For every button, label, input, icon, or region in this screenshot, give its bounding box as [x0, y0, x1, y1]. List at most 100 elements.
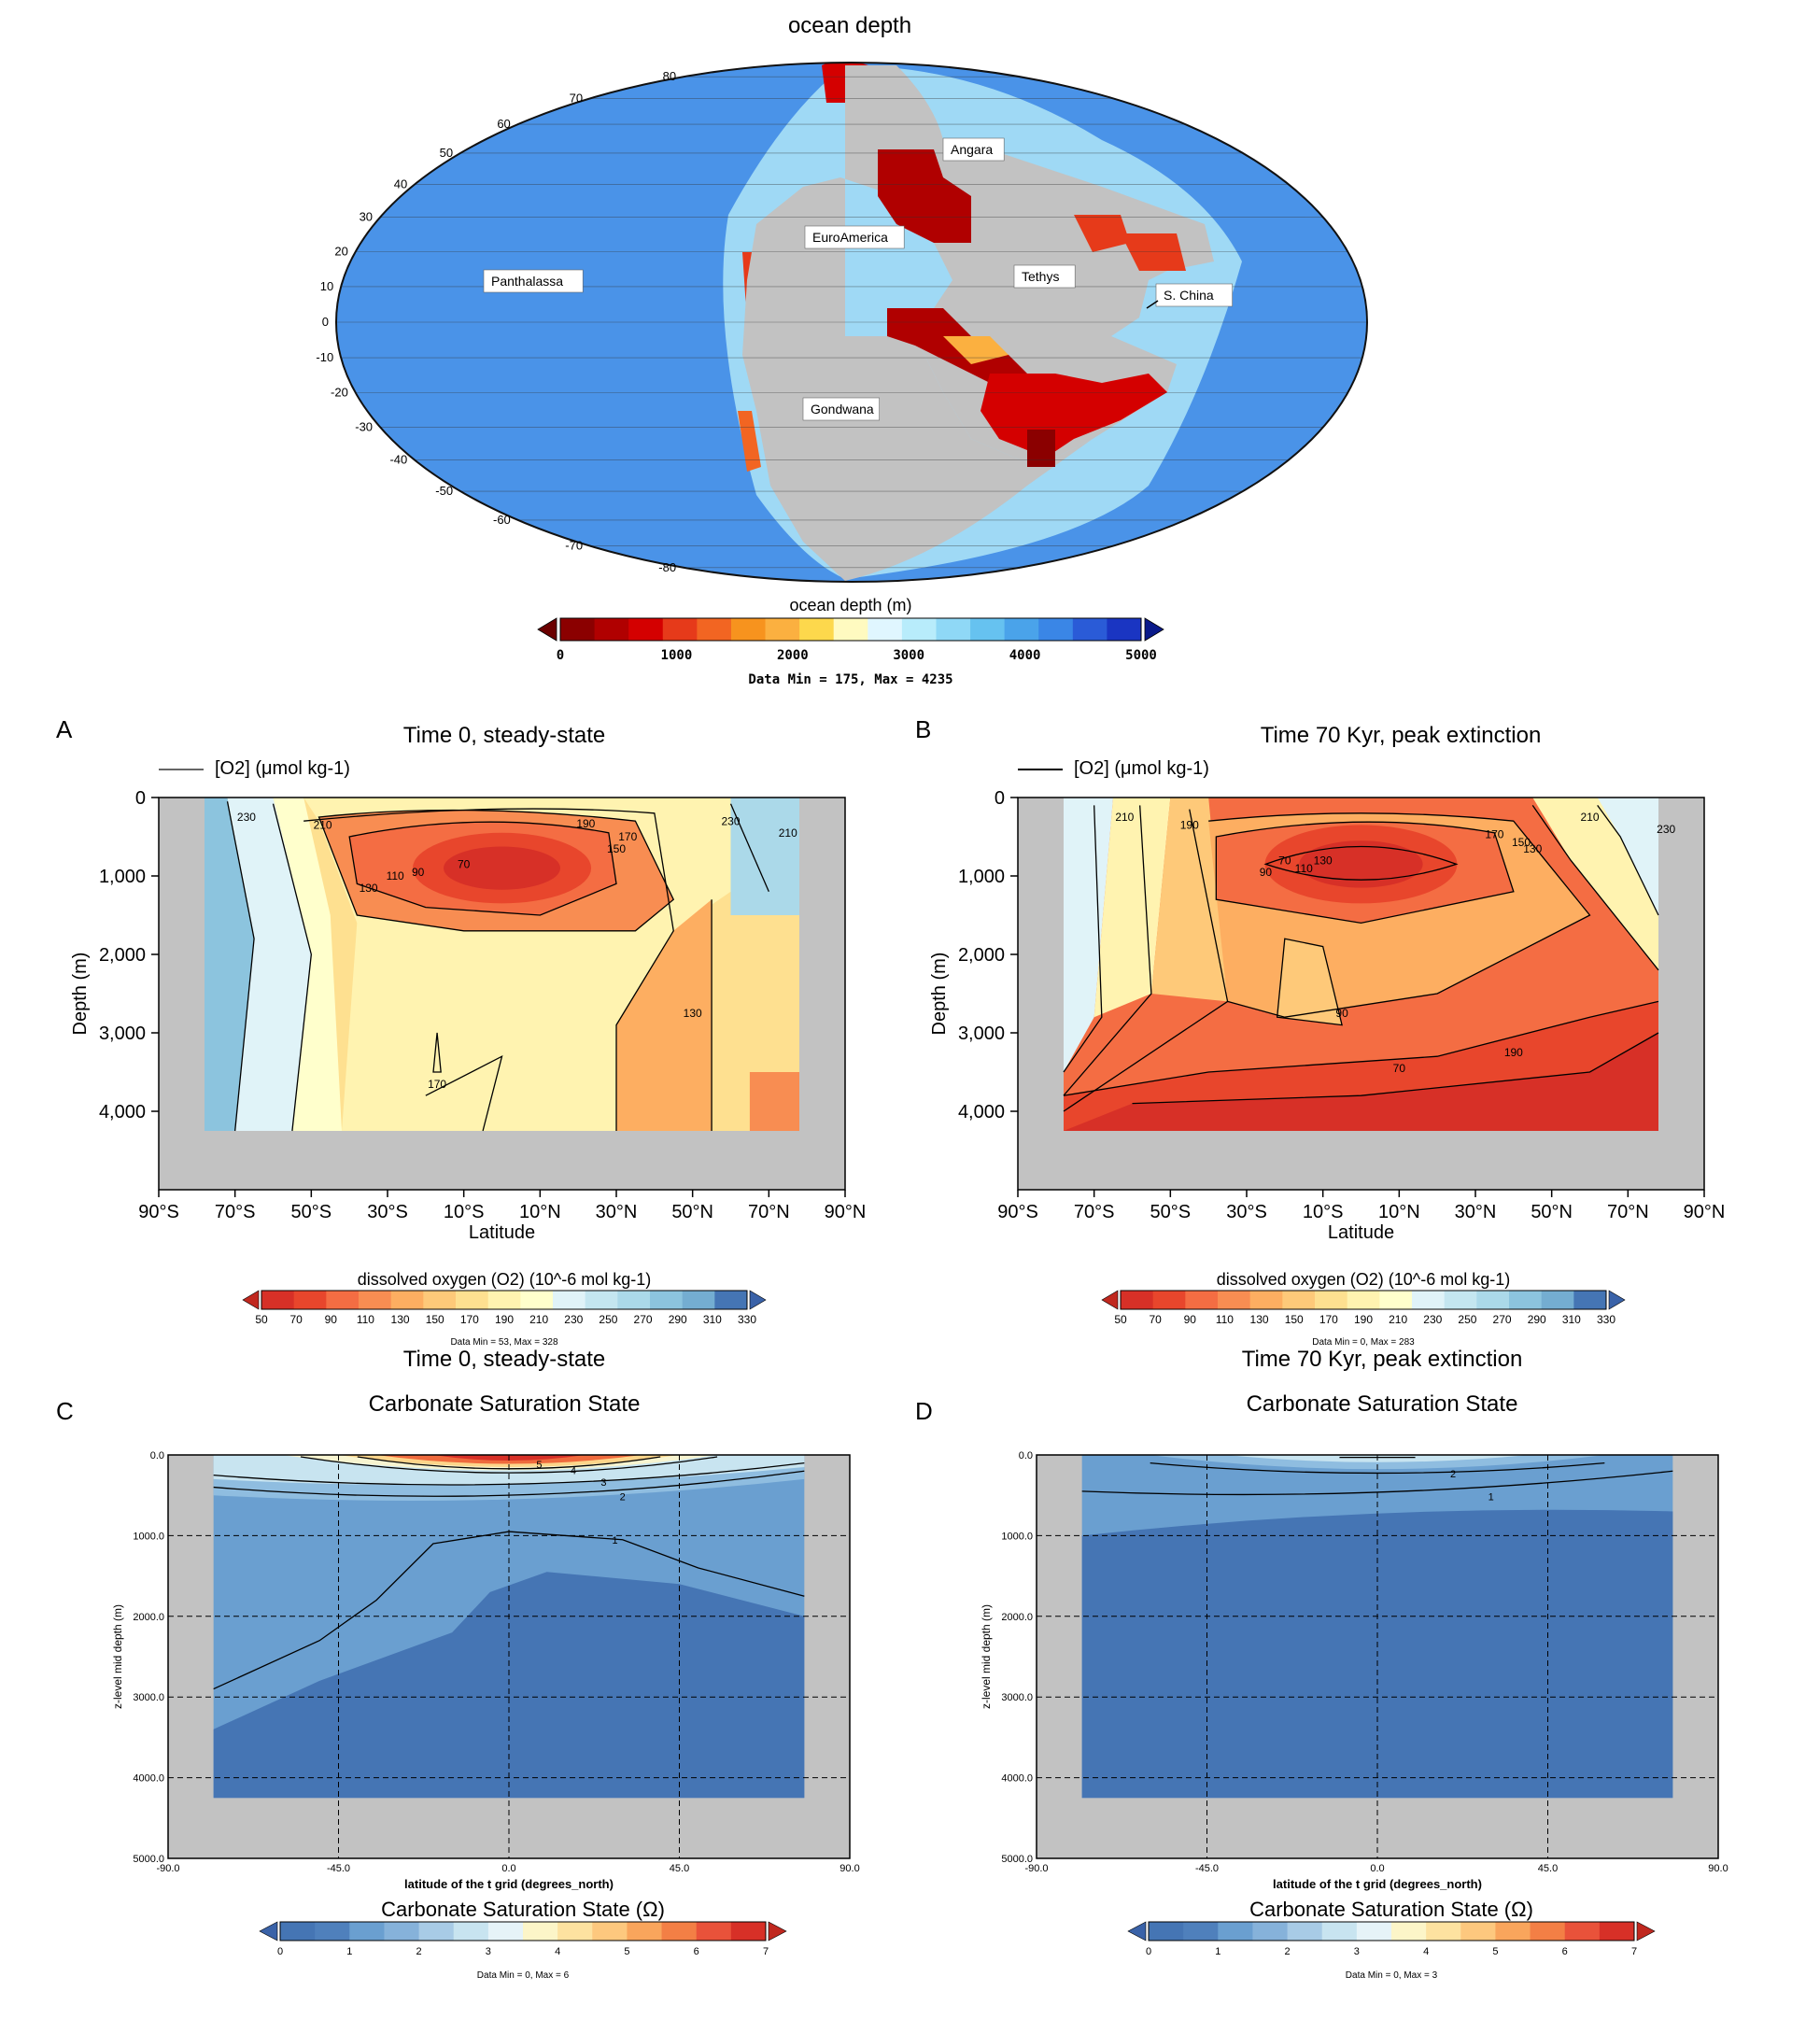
arrow-icon: [1146, 300, 1159, 309]
contour-label: 130: [1314, 854, 1333, 867]
contour-label: 170: [1485, 828, 1503, 841]
colorbar-swatch: [1347, 1291, 1380, 1309]
panel-d-title: Time 70 Kyr, peak extinction: [1241, 1347, 1523, 1372]
o2-colorbar-tick: 70: [1149, 1313, 1162, 1326]
y-tick-label: 0.0: [1019, 1450, 1033, 1461]
panel-c-omega-section: 5 4 3 2 1 0.0 1000.0 2000.0 3000.0 4000.0 5000.0-9…: [111, 1450, 860, 1981]
map-colorbar-tick: 3000: [893, 648, 924, 663]
lat-tick-label: 30: [360, 210, 373, 224]
lat-tick-label: 10: [320, 279, 333, 293]
colorbar-swatch: [628, 618, 664, 641]
colorbar-swatch: [1004, 618, 1039, 641]
contour-line: [272, 803, 312, 1132]
colorbar-swatch: [326, 1291, 360, 1309]
colorbar-swatch: [1149, 1922, 1184, 1941]
lat-tick-label: 50: [440, 146, 453, 160]
omega-colorbar-tick: 4: [1423, 1946, 1429, 1957]
o2-colorbar-tick: 270: [1493, 1313, 1512, 1326]
colorbar-over-arrow: [1608, 1290, 1626, 1310]
o2-colorbar-tick: 170: [1319, 1313, 1338, 1326]
contour-label: 210: [1115, 811, 1134, 824]
x-tick-label: 50°N: [1531, 1202, 1573, 1222]
o2-colorbar-tick: 270: [634, 1313, 653, 1326]
contour-line: [1208, 812, 1591, 1018]
contour-line: [1063, 805, 1152, 1096]
region-label: Tethys: [1022, 269, 1059, 284]
map-colorbar-tick: 4000: [1009, 648, 1041, 663]
colorbar-swatch: [833, 618, 868, 641]
colorbar-swatch: [453, 1922, 489, 1941]
contour-label: 1: [612, 1535, 617, 1546]
colorbar-swatch: [349, 1922, 385, 1941]
colorbar-swatch: [594, 618, 629, 641]
omega-colorbar: Carbonate Saturation State (Ω) 0 1 2 3 4 5 6 7 Da…: [1127, 1898, 1656, 1981]
y-tick-label: 3000.0: [1001, 1692, 1033, 1703]
contour-line: [1215, 821, 1515, 925]
colorbar-swatch: [523, 1922, 558, 1941]
o2-band-230: [1064, 798, 1114, 1072]
y-tick-label: 5000.0: [133, 1854, 164, 1865]
lat-tick-label: 20: [334, 244, 347, 258]
contour-label: 3: [600, 1477, 606, 1489]
region-label: Angara: [951, 142, 993, 157]
x-tick-label: 70°N: [748, 1202, 790, 1222]
o2-colorbar-tick: 190: [1354, 1313, 1373, 1326]
o2-colorbar-tick: 310: [703, 1313, 722, 1326]
y-tick-label: 2,000: [958, 945, 1005, 966]
deep-red-cell: [1027, 430, 1055, 467]
colorbar-swatch: [585, 1291, 618, 1309]
contour-line: [348, 821, 617, 916]
x-tick-label: -45.0: [327, 1863, 350, 1874]
colorbar-under-arrow: [537, 617, 557, 642]
contour-label: 150: [1512, 836, 1531, 849]
map-colorbar-tick: 1000: [661, 648, 693, 663]
colorbar-frame: [1148, 1921, 1635, 1941]
omega-colorbar-tick: 2: [1285, 1946, 1291, 1957]
colorbar-swatch: [1460, 1922, 1496, 1941]
omega-colorbar-label: Carbonate Saturation State (Ω): [1249, 1898, 1533, 1921]
region-label-box: [802, 397, 880, 421]
o2-colorbar-tick: 210: [1389, 1313, 1407, 1326]
y-tick-label: 2,000: [99, 945, 146, 966]
panel-letter-c: C: [56, 1397, 74, 1425]
colorbar-swatch: [520, 1291, 554, 1309]
o2-colorbar-tick: 50: [1114, 1313, 1127, 1326]
contour-label: 90: [412, 866, 425, 879]
contour-label: 90: [1260, 866, 1273, 879]
x-tick-label: 90.0: [1708, 1863, 1728, 1874]
omega-colorbar-tick: 7: [763, 1946, 769, 1957]
contour-line: [425, 1054, 503, 1132]
map-border: [335, 62, 1368, 583]
omega-colorbar-tick: 1: [346, 1946, 352, 1957]
o2-band-230: [227, 798, 312, 1131]
omega-colorbar-tick: 6: [694, 1946, 699, 1957]
region-labels: Angara EuroAmerica Panthalassa Tethys S. Chi…: [483, 137, 1233, 421]
omega-colorbar-tick: 5: [624, 1946, 629, 1957]
y-axis-label: Depth (m): [70, 953, 91, 1036]
map-colorbar-tick: 0: [557, 648, 564, 663]
colorbar-swatch: [1412, 1291, 1446, 1309]
x-tick-label: 90°S: [997, 1202, 1038, 1222]
panel-a-title: Time 0, steady-state: [402, 723, 606, 748]
contour-label: 230: [1657, 823, 1675, 836]
y-tick-label: 4,000: [958, 1102, 1005, 1122]
contour-label: 190: [576, 817, 595, 830]
x-tick-label: 0.0: [1370, 1863, 1384, 1874]
omega-band-0-1: [213, 1572, 805, 1799]
o2-core-min: [444, 846, 560, 890]
colorbar-swatch: [1252, 1922, 1289, 1941]
map-colorbar-label: ocean depth (m): [789, 596, 911, 614]
colorbar-over-arrow: [768, 1921, 787, 1941]
colorbar-swatch: [1379, 1291, 1413, 1309]
colorbar-swatch: [359, 1291, 392, 1309]
colorbar-swatch: [662, 618, 698, 641]
o2-colorbar-tick: 130: [1250, 1313, 1269, 1326]
o2-colorbar-tick: 190: [495, 1313, 514, 1326]
region-label: Gondwana: [811, 402, 874, 416]
o2-deep-min: [1064, 1033, 1658, 1131]
colorbar-swatch: [1121, 1291, 1154, 1309]
o2-band-high-south: [205, 798, 255, 1131]
omega-colorbar-tick: 0: [277, 1946, 283, 1957]
panel-a-legend: [O2] (μmol kg-1): [159, 758, 350, 780]
colorbar-swatch: [970, 618, 1006, 641]
